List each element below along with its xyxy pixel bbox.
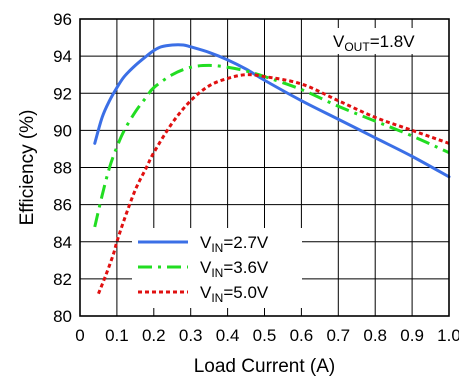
x-tick-label: 0.1: [105, 326, 129, 345]
y-tick-label: 92: [53, 84, 72, 103]
x-tick-label: 0: [75, 326, 84, 345]
series-line-1: [93, 43, 451, 179]
legend-label-3-rest: =5.0V: [223, 283, 269, 302]
y-tick-label: 84: [53, 233, 72, 252]
annotation-rest: =1.8V: [370, 32, 416, 51]
legend-label-1-rest: =2.7V: [223, 233, 269, 252]
annotation-text: VOUT=1.8V: [333, 32, 415, 54]
legend-label-2-sub: IN: [211, 266, 223, 280]
annotation-main: V: [333, 32, 345, 51]
x-tick-label: 0.8: [363, 326, 387, 345]
legend-item-2: VIN=3.6V: [138, 258, 269, 280]
legend: VIN=2.7V VIN=3.6V VIN=5.0V: [132, 228, 302, 308]
y-tick-label: 86: [53, 196, 72, 215]
y-axis-label: Efficiency (%): [17, 110, 38, 226]
x-tick-label: 0.4: [216, 326, 240, 345]
x-tick-label: 1.0: [437, 326, 459, 345]
x-tick-label: 0.3: [179, 326, 203, 345]
y-tick-label: 88: [53, 159, 72, 178]
y-tick-label: 82: [53, 270, 72, 289]
legend-label-1-main: V: [200, 233, 212, 252]
x-tick-label: 0.7: [326, 326, 350, 345]
annotation-background: [327, 28, 435, 54]
x-tick-label: 0.6: [290, 326, 314, 345]
legend-label-2-rest: =3.6V: [223, 258, 269, 277]
x-axis-label: Load Current (A): [194, 356, 336, 377]
legend-label-1-sub: IN: [211, 241, 223, 255]
legend-label-3-main: V: [200, 283, 212, 302]
legend-label-2-main: V: [200, 258, 212, 277]
y-tick-label: 94: [53, 47, 72, 66]
series-line-2: [93, 63, 450, 228]
x-tick-label: 0.2: [142, 326, 166, 345]
tick-labels: 0 0.1 0.2 0.3 0.4 0.5 0.6 0.7 0.8 0.9 1.0 80 82 84 86 8…: [53, 10, 459, 345]
x-tick-label: 0.9: [400, 326, 424, 345]
series-layer: [93, 43, 451, 295]
legend-item-1: VIN=2.7V: [138, 233, 269, 255]
vout-annotation: VOUT=1.8V: [327, 28, 435, 54]
legend-item-3: VIN=5.0V: [138, 283, 269, 305]
plot-frame: [79, 18, 450, 317]
legend-label-1: VIN=2.7V: [200, 233, 269, 255]
x-tick-label: 0.5: [253, 326, 277, 345]
legend-label-3: VIN=5.0V: [200, 283, 269, 305]
legend-label-3-sub: IN: [211, 291, 223, 305]
y-tick-label: 96: [53, 10, 72, 29]
y-tick-label: 80: [53, 307, 72, 326]
annotation-sub: OUT: [344, 40, 370, 54]
legend-label-2: VIN=3.6V: [200, 258, 269, 280]
y-tick-label: 90: [53, 121, 72, 140]
